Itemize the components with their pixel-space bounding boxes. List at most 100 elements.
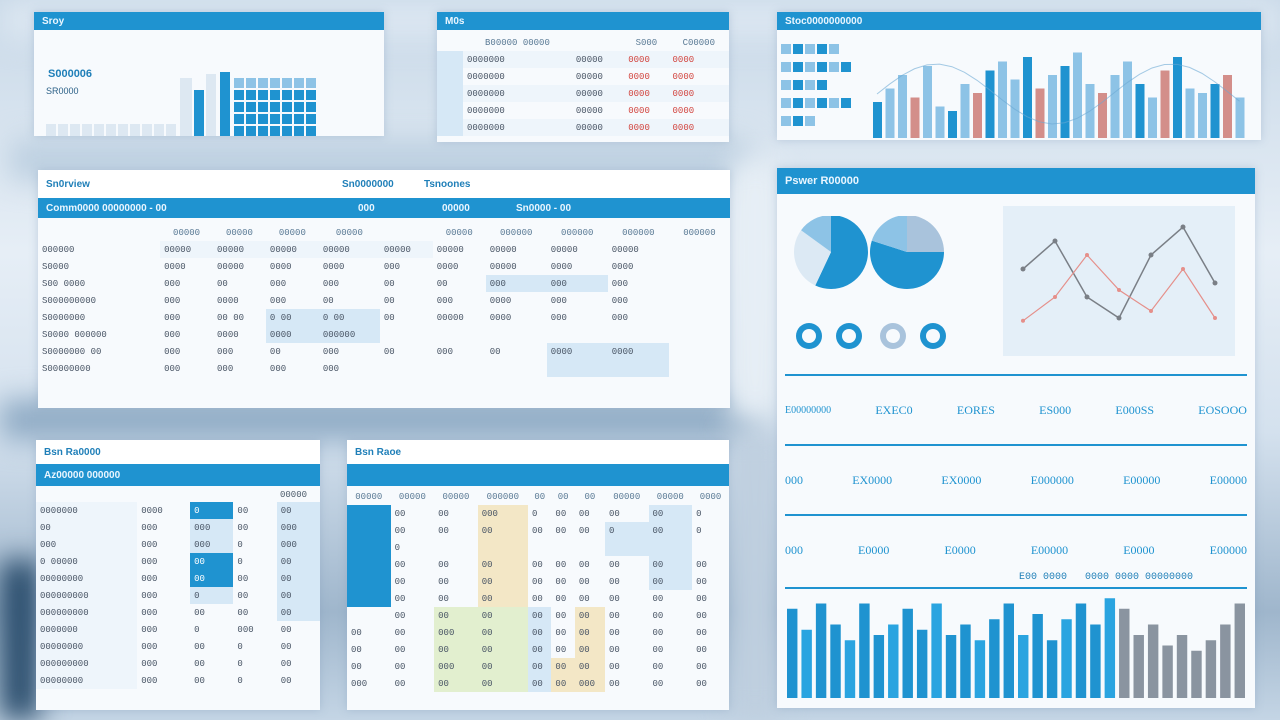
tab-overview-a[interactable]: Sn0000000 (342, 178, 394, 190)
table-cell (546, 360, 608, 377)
table-cell: 0 00 (265, 309, 319, 326)
table-row[interactable]: S0000 000000 000 0000 0000 000000 (38, 326, 730, 343)
grid-cell (234, 114, 244, 124)
bar (1010, 79, 1020, 138)
table-cell: 000 (164, 346, 181, 357)
kpi-value: 000 (785, 542, 803, 557)
table-cell: 000 (164, 278, 181, 289)
overview-table: 00000 00000 00000 00000 00000 000000 000000 000… (38, 224, 730, 377)
table-row[interactable]: 00 00 000 00 00 00 00 00 00 00 (347, 624, 729, 641)
table-cell (607, 360, 669, 377)
bar (829, 98, 839, 108)
bar (1133, 635, 1144, 698)
table-cell: 00 (434, 607, 478, 624)
column-header: 00000 (225, 227, 253, 238)
table-cell: 00 (532, 525, 543, 536)
table-row[interactable]: S0000000 00 000 000 00 000 00 000 00 0000 0000 (38, 343, 730, 360)
table-cell: 00 (477, 556, 529, 573)
table-cell: 000 (322, 346, 340, 357)
table-cell: 000000000 (36, 587, 138, 604)
bar (841, 62, 851, 72)
table-row[interactable]: 00 00 000 00 00 00 00 00 00 00 (347, 658, 729, 675)
table-cell: 00 (276, 604, 320, 621)
table-cell: 0000 (628, 122, 650, 133)
kpi-value: E00000 (1209, 542, 1247, 557)
table-cell: 000 (141, 539, 158, 550)
summary-panel-header: Sroy (34, 12, 384, 30)
bar (1210, 84, 1220, 138)
table-cell (347, 590, 391, 607)
bar (94, 124, 104, 136)
table-cell: S0000000 (42, 312, 86, 323)
table-cell: 00 (608, 508, 620, 519)
table-cell: 00 (194, 641, 205, 652)
table-cell: 00 (648, 505, 693, 522)
table-row[interactable]: S00 0000 000 00 000 000 00 00 000 000 000 (38, 275, 730, 292)
table-cell: 00 (434, 641, 478, 658)
tab-overview-b[interactable]: Tsnoones (424, 178, 471, 190)
bar (793, 44, 803, 54)
table-cell: S0000000 00 (42, 346, 102, 357)
stock-bar-chart (873, 52, 1245, 138)
table-row[interactable]: 0 (347, 539, 729, 556)
table-row[interactable]: S0000000 000 00 00 0 00 0 00 00 00000 0000 000 00… (38, 309, 730, 326)
table-cell: 00 (608, 661, 620, 672)
table-cell: 0000 (672, 71, 695, 82)
table-cell: 000 (550, 295, 567, 306)
bar (902, 608, 913, 698)
table-cell: 000000 (318, 326, 380, 343)
column-header: 00000 (173, 227, 201, 238)
table-cell: 00 (280, 658, 292, 669)
table-cell (434, 539, 478, 556)
table-cell (347, 539, 391, 556)
table-cell: 00 (276, 570, 320, 587)
table-cell: 00 (280, 624, 292, 635)
bar (841, 98, 851, 108)
table-row[interactable]: S000000000 000 0000 000 00 00 000 0000 000 000 (38, 292, 730, 309)
bar (206, 74, 216, 136)
table-row[interactable]: S0000 0000 00000 0000 0000 000 0000 00000 0000 00… (38, 258, 730, 275)
bar (1235, 97, 1245, 138)
bar (194, 90, 204, 136)
bar (830, 624, 841, 698)
table-row[interactable]: 000000 00000 00000 00000 00000 00000 00000 0000… (38, 241, 730, 258)
table-cell: 00 (652, 644, 664, 655)
donut-hole (842, 329, 856, 343)
table-cell: 00 (438, 593, 449, 604)
bar (118, 124, 128, 136)
stock-panel-header: Stoc0000000000 (777, 12, 1261, 30)
table-cell: 00 (652, 610, 664, 621)
grid-cell (234, 90, 244, 100)
table-row[interactable]: S00000000 000 000 000 000 (38, 360, 730, 377)
bar (885, 88, 895, 138)
column-header: 00000 (335, 227, 363, 238)
overview-bar-right-a: 00000 (442, 202, 470, 214)
bar (781, 98, 791, 108)
table-cell (604, 539, 649, 556)
table-row[interactable]: 000 00 00 00 00 00 000 00 00 00 (347, 675, 729, 692)
table-row[interactable]: 0 00000 000 00 0 00 (36, 553, 320, 570)
table-cell: 00 (351, 644, 362, 655)
